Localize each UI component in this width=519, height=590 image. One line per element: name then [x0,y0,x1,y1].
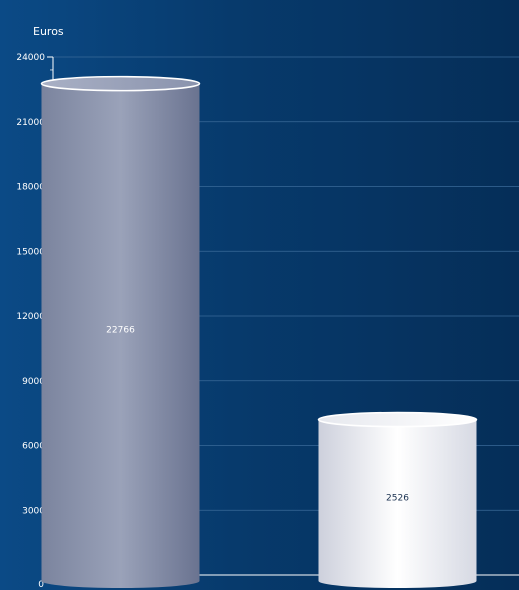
bar-body [318,419,477,588]
y-axis-unit-label: Euros [33,25,64,38]
bar-value-label: 22766 [106,325,135,335]
y-tick-label: 24000 [16,53,45,63]
y-tick-label: 18000 [16,183,45,193]
bar-1: 22766 [40,75,201,588]
y-tick-label: 9000 [22,377,45,387]
y-tick-label: 6000 [22,442,45,452]
y-tick-label: 15000 [16,247,45,257]
bar-body [41,83,200,588]
y-tick-label: 3000 [22,506,45,516]
bar-top [40,75,201,92]
bar-value-label: 2526 [386,493,409,503]
y-tick-label: 0 [38,580,44,590]
y-tick-label: 21000 [16,118,45,128]
y-tick-label: 12000 [16,312,45,322]
bar-top [317,411,478,428]
bar-2: 2526 [317,411,478,588]
